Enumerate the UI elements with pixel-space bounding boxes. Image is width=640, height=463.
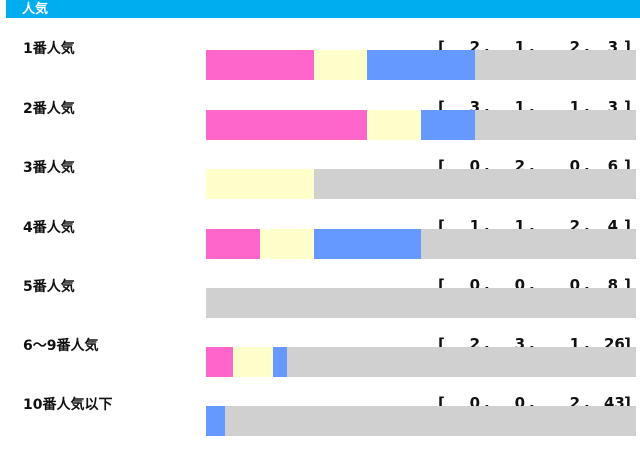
category-row: 2番人気[] 3, 1, 1, 3 — [0, 98, 640, 167]
data-label: 3 — [469, 98, 480, 116]
comma: , — [584, 276, 590, 294]
stacked-bar — [206, 347, 636, 377]
comma: , — [529, 217, 535, 235]
category-row: 6～9番人気[] 2, 3, 1, 26 — [0, 335, 640, 404]
bar-segment — [313, 50, 368, 80]
bracket-close: ] — [624, 38, 631, 56]
data-label: 0 — [569, 157, 580, 175]
category-label: 5番人気 — [23, 279, 75, 295]
category-label: 10番人気以下 — [23, 397, 113, 413]
data-label: 3 — [607, 98, 618, 116]
bar-segment — [206, 50, 314, 80]
stacked-bar — [206, 288, 636, 318]
category-label: 4番人気 — [23, 220, 75, 236]
bracket-close: ] — [624, 98, 631, 116]
comma: , — [584, 217, 590, 235]
bar-segment — [367, 50, 475, 80]
data-label: 1 — [469, 217, 480, 235]
bar-segment — [313, 169, 636, 199]
comma: , — [529, 157, 535, 175]
bracket-open: [ — [438, 276, 445, 294]
comma: , — [529, 276, 535, 294]
data-label: 2 — [514, 157, 525, 175]
section-title: 人気 — [22, 2, 49, 17]
bracket-open: [ — [438, 98, 445, 116]
bracket-close: ] — [624, 157, 631, 175]
bar-segment — [206, 288, 636, 318]
data-label: 1 — [569, 335, 580, 353]
data-label: 0 — [469, 157, 480, 175]
bar-segment — [206, 169, 314, 199]
section-header: 人気 — [6, 0, 640, 18]
comma: , — [484, 38, 490, 56]
bar-segment — [313, 229, 421, 259]
bracket-open: [ — [438, 38, 445, 56]
bar-segment — [206, 110, 368, 140]
data-label: 0 — [514, 276, 525, 294]
stacked-bar — [206, 406, 636, 436]
data-label: 2 — [469, 38, 480, 56]
data-label: 1 — [514, 38, 525, 56]
data-label: 8 — [607, 276, 618, 294]
bar-segment — [421, 110, 475, 140]
category-label: 1番人気 — [23, 41, 75, 57]
bar-segment — [232, 347, 274, 377]
category-label: 2番人気 — [23, 101, 75, 117]
category-row: 1番人気[] 2, 1, 2, 3 — [0, 38, 640, 107]
comma: , — [484, 98, 490, 116]
bracket-open: [ — [438, 217, 445, 235]
comma: , — [484, 217, 490, 235]
category-row: 3番人気[] 0, 2, 0, 6 — [0, 157, 640, 226]
bar-segment — [206, 406, 226, 436]
comma: , — [484, 276, 490, 294]
bar-segment — [367, 110, 421, 140]
data-label: 3 — [607, 38, 618, 56]
bar-segment — [225, 406, 636, 436]
data-label: 1 — [569, 98, 580, 116]
data-label: 1 — [514, 217, 525, 235]
stacked-bar — [206, 229, 636, 259]
category-row: 10番人気以下[] 0, 0, 2, 43 — [0, 394, 640, 463]
comma: , — [529, 98, 535, 116]
bracket-open: [ — [438, 335, 445, 353]
bar-segment — [474, 50, 636, 80]
comma: , — [484, 335, 490, 353]
data-label: 2 — [469, 335, 480, 353]
bracket-open: [ — [438, 157, 445, 175]
comma: , — [584, 335, 590, 353]
data-label: 4 — [607, 217, 618, 235]
category-label: 3番人気 — [23, 160, 75, 176]
data-label: 3 — [514, 335, 525, 353]
comma: , — [529, 38, 535, 56]
category-row: 5番人気[] 0, 0, 0, 8 — [0, 276, 640, 345]
stacked-bar — [206, 50, 636, 80]
data-label: 1 — [514, 98, 525, 116]
data-label: 2 — [569, 217, 580, 235]
comma: , — [529, 335, 535, 353]
bracket-close: ] — [624, 217, 631, 235]
stacked-bar — [206, 110, 636, 140]
bar-segment — [206, 229, 260, 259]
bar-segment — [474, 110, 636, 140]
category-label: 6～9番人気 — [23, 338, 99, 354]
bar-segment — [259, 229, 314, 259]
comma: , — [584, 38, 590, 56]
comma: , — [484, 157, 490, 175]
comma: , — [584, 157, 590, 175]
data-label: 2 — [569, 38, 580, 56]
bracket-close: ] — [624, 276, 631, 294]
stacked-bar — [206, 169, 636, 199]
data-label: 0 — [569, 276, 580, 294]
bar-segment — [206, 347, 233, 377]
bar-segment — [286, 347, 636, 377]
comma: , — [584, 98, 590, 116]
bar-segment — [421, 229, 636, 259]
bar-segment — [273, 347, 287, 377]
category-row: 4番人気[] 1, 1, 2, 4 — [0, 217, 640, 286]
data-label: 6 — [607, 157, 618, 175]
bracket-close: ] — [624, 335, 631, 353]
data-label: 0 — [469, 276, 480, 294]
